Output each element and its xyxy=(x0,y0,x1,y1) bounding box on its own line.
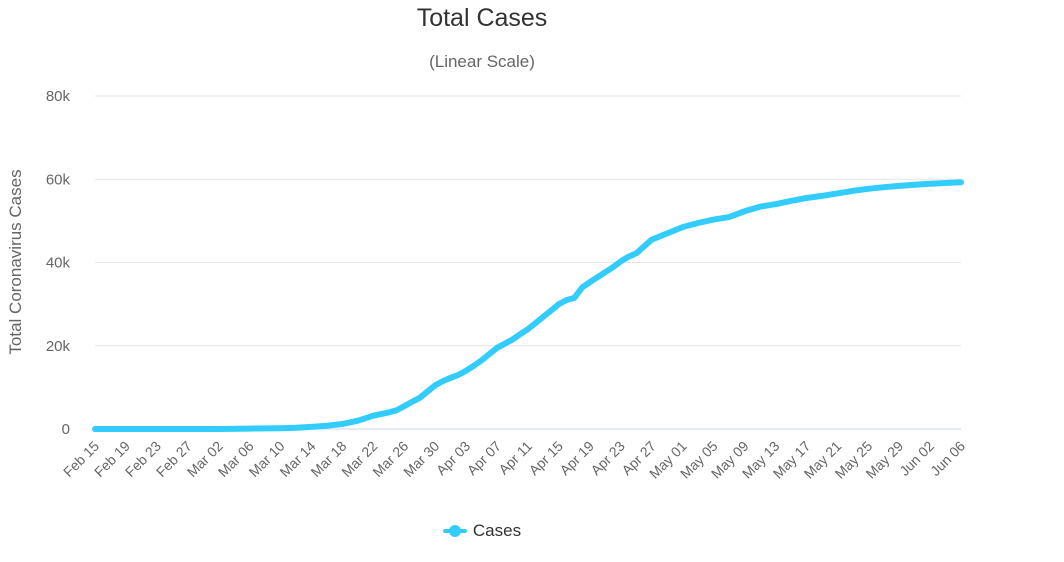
chart-subtitle: (Linear Scale) xyxy=(429,52,535,71)
y-tick-label: 60k xyxy=(46,171,71,188)
x-tick-label: Apr 23 xyxy=(587,438,628,479)
y-axis-tick-labels: 0 20k 40k 60k 80k xyxy=(46,88,71,438)
legend-label: Cases xyxy=(472,521,522,540)
x-tick-label: Apr 19 xyxy=(556,438,597,479)
legend: Cases xyxy=(0,521,964,542)
y-axis-label: Total Coronavirus Cases xyxy=(6,169,25,354)
y-tick-label: 0 xyxy=(62,421,70,438)
x-tick-label: Mar 30 xyxy=(400,438,442,480)
chart-title: Total Cases xyxy=(416,4,548,32)
series-layer xyxy=(92,179,964,432)
legend-item-cases[interactable]: Cases xyxy=(442,521,522,541)
x-tick-label: Apr 07 xyxy=(464,438,505,479)
series-line-cases[interactable] xyxy=(92,179,964,432)
y-tick-label: 20k xyxy=(46,338,71,355)
y-tick-label: 40k xyxy=(46,255,71,272)
legend-line-marker-icon xyxy=(442,525,467,537)
x-tick-label: Apr 15 xyxy=(526,438,567,479)
gridlines xyxy=(95,95,961,347)
y-tick-label: 80k xyxy=(46,88,71,105)
x-tick-label: Jun 06 xyxy=(927,438,968,479)
x-tick-label: Apr 03 xyxy=(433,438,474,479)
